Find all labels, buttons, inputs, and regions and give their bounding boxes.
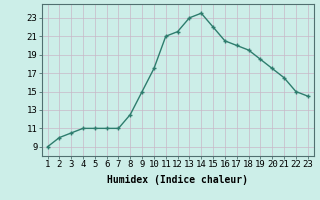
X-axis label: Humidex (Indice chaleur): Humidex (Indice chaleur) [107, 175, 248, 185]
